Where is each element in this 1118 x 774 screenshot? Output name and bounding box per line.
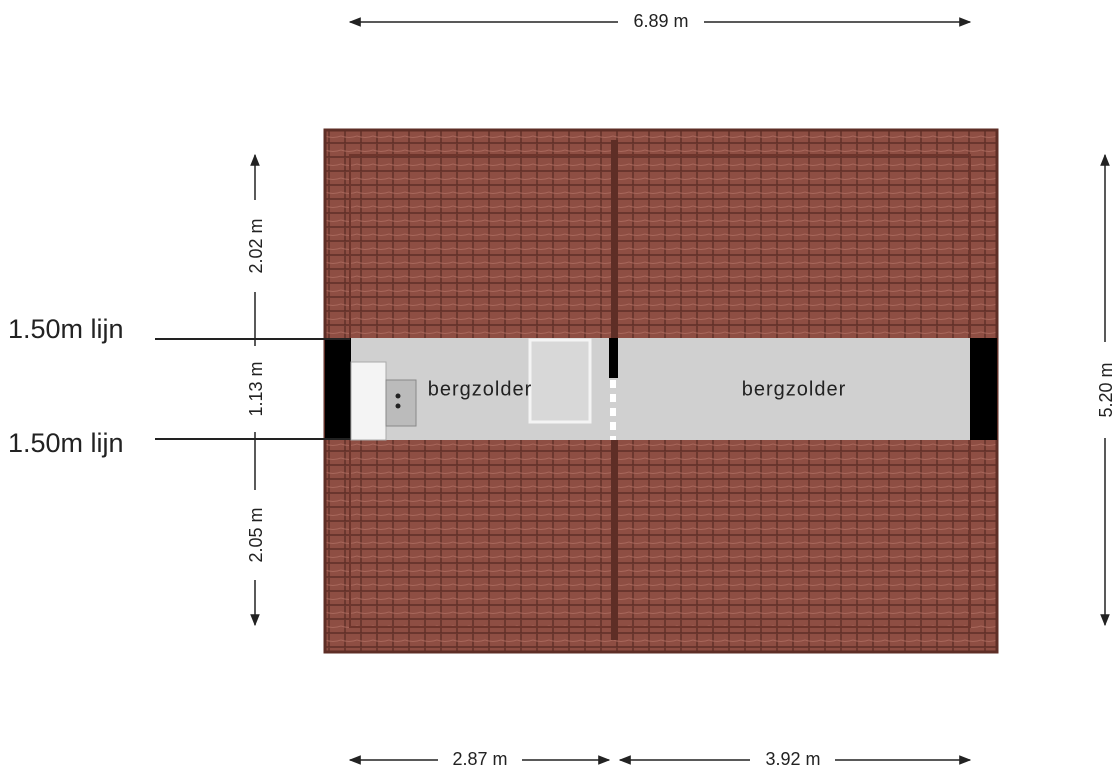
- wall-right: [970, 338, 997, 440]
- counter: [350, 361, 387, 441]
- room-label: bergzolder: [428, 378, 533, 400]
- dimension-label: 1.13 m: [246, 361, 266, 416]
- strip: [325, 338, 997, 440]
- dimension-label: 5.20 m: [1096, 362, 1116, 417]
- height-line-label: 1.50m lijn: [8, 314, 124, 344]
- room-label: bergzolder: [742, 378, 847, 400]
- roof-hatch: [528, 338, 592, 424]
- tap: [395, 403, 401, 409]
- dimension-label: 2.02 m: [246, 218, 266, 273]
- dimension-label: 2.05 m: [246, 507, 266, 562]
- wall-left: [325, 338, 351, 440]
- tap: [395, 393, 401, 399]
- dimension-label: 6.89 m: [633, 11, 688, 31]
- dimension-label: 2.87 m: [452, 749, 507, 769]
- building: bergzolder bergzolder: [323, 128, 999, 654]
- wall-middle: [609, 338, 618, 378]
- sink: [385, 379, 417, 427]
- height-line-label: 1.50m lijn: [8, 428, 124, 458]
- dimension-label: 3.92 m: [765, 749, 820, 769]
